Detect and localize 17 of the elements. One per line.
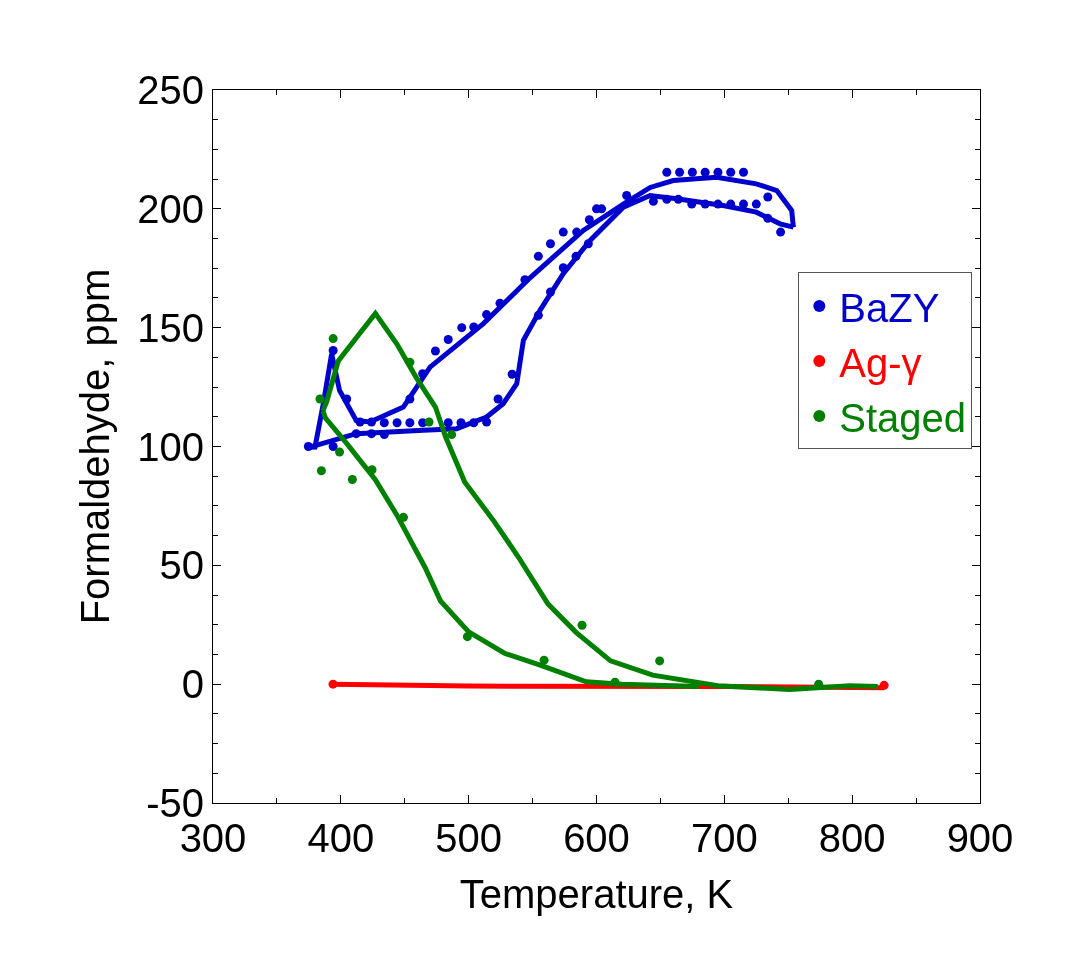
- y-tick-label: 0: [181, 662, 204, 707]
- y-tick-label: 50: [159, 543, 204, 588]
- legend-label: Staged: [839, 395, 967, 440]
- x-tick-label: 800: [818, 816, 886, 860]
- legend-label: BaZY: [839, 285, 940, 330]
- x-tick-label: 900: [946, 816, 1014, 860]
- y-tick-label: 200: [137, 186, 204, 231]
- legend-label: Ag-γ: [839, 340, 922, 385]
- x-tick-label: 600: [563, 816, 630, 860]
- y-tick-label: 150: [137, 305, 204, 350]
- x-tick-label: 500: [435, 816, 503, 860]
- x-tick-label: 700: [690, 816, 758, 860]
- y-tick-label: 100: [137, 424, 204, 469]
- x-tick-label: 400: [307, 816, 375, 860]
- y-axis-title: Formaldehyde, ppm: [72, 268, 117, 625]
- x-axis-title: Temperature, K: [459, 871, 734, 916]
- y-tick-label: 250: [137, 68, 204, 112]
